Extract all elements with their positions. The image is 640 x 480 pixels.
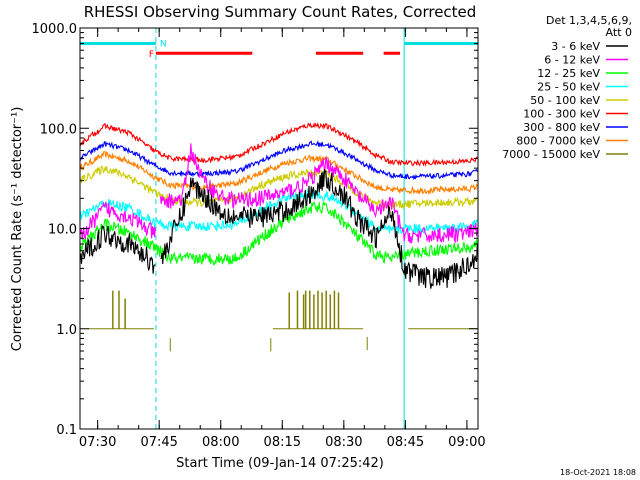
legend-entry-label: 100 - 300 keV [523,108,600,121]
y-tick-label: 10.0 [48,223,77,238]
series-7000-15000-keV [88,290,478,352]
y-tick-label: 1.0 [56,323,77,338]
x-tick-label: 08:00 [202,435,239,450]
legend-entry-label: 800 - 7000 keV [516,135,600,148]
x-tick-label: 08:45 [387,435,424,450]
series-line [79,188,478,235]
legend-entry-label: 6 - 12 keV [544,54,600,67]
series-300-800-keV [79,140,478,181]
legend-header: Att 0 [606,26,632,39]
legend-entry-label: 300 - 800 keV [523,121,600,134]
series-25-50-keV [79,188,478,235]
legend-entry-label: 25 - 50 keV [537,81,600,94]
footer-date: 18-Oct-2021 18:08 [560,468,636,477]
legend-header: Det 1,3,4,5,6,9, [546,14,632,27]
x-tick-label: 08:30 [325,435,362,450]
series-line [79,169,478,289]
y-tick-label: 100.0 [40,122,77,137]
series-line [79,151,478,196]
series-100-300-keV [79,121,478,167]
x-tick-label: 08:15 [264,435,301,450]
series-line [79,143,478,244]
flag-label: N [160,40,167,50]
chart-title: RHESSI Observing Summary Count Rates, Co… [84,3,477,21]
x-tick-label: 07:30 [79,435,116,450]
series-6-12-keV [79,143,478,244]
series-layer [79,121,478,352]
x-tick-label: 07:45 [140,435,177,450]
legend-entry-label: 50 - 100 keV [530,94,600,107]
series-50-100-keV [79,164,478,210]
series-line [79,121,478,167]
series-line [79,140,478,181]
y-tick-label: 1000.0 [32,22,78,37]
legend-entry-label: 3 - 6 keV [551,40,600,53]
series-3-6-keV [79,169,478,289]
y-tick-label: 0.1 [56,423,77,438]
flag-label: F [149,50,154,60]
legend-entry-label: 12 - 25 keV [537,67,600,80]
series-line [79,164,478,210]
y-axis-label: Corrected Count Rate (s⁻¹ detector⁻¹) [10,107,25,352]
x-tick-label: 09:00 [448,435,485,450]
x-axis-label: Start Time (09-Jan-14 07:25:42) [176,456,384,471]
series-800-7000-keV [79,151,478,196]
legend-entry-label: 7000 - 15000 keV [502,148,600,161]
